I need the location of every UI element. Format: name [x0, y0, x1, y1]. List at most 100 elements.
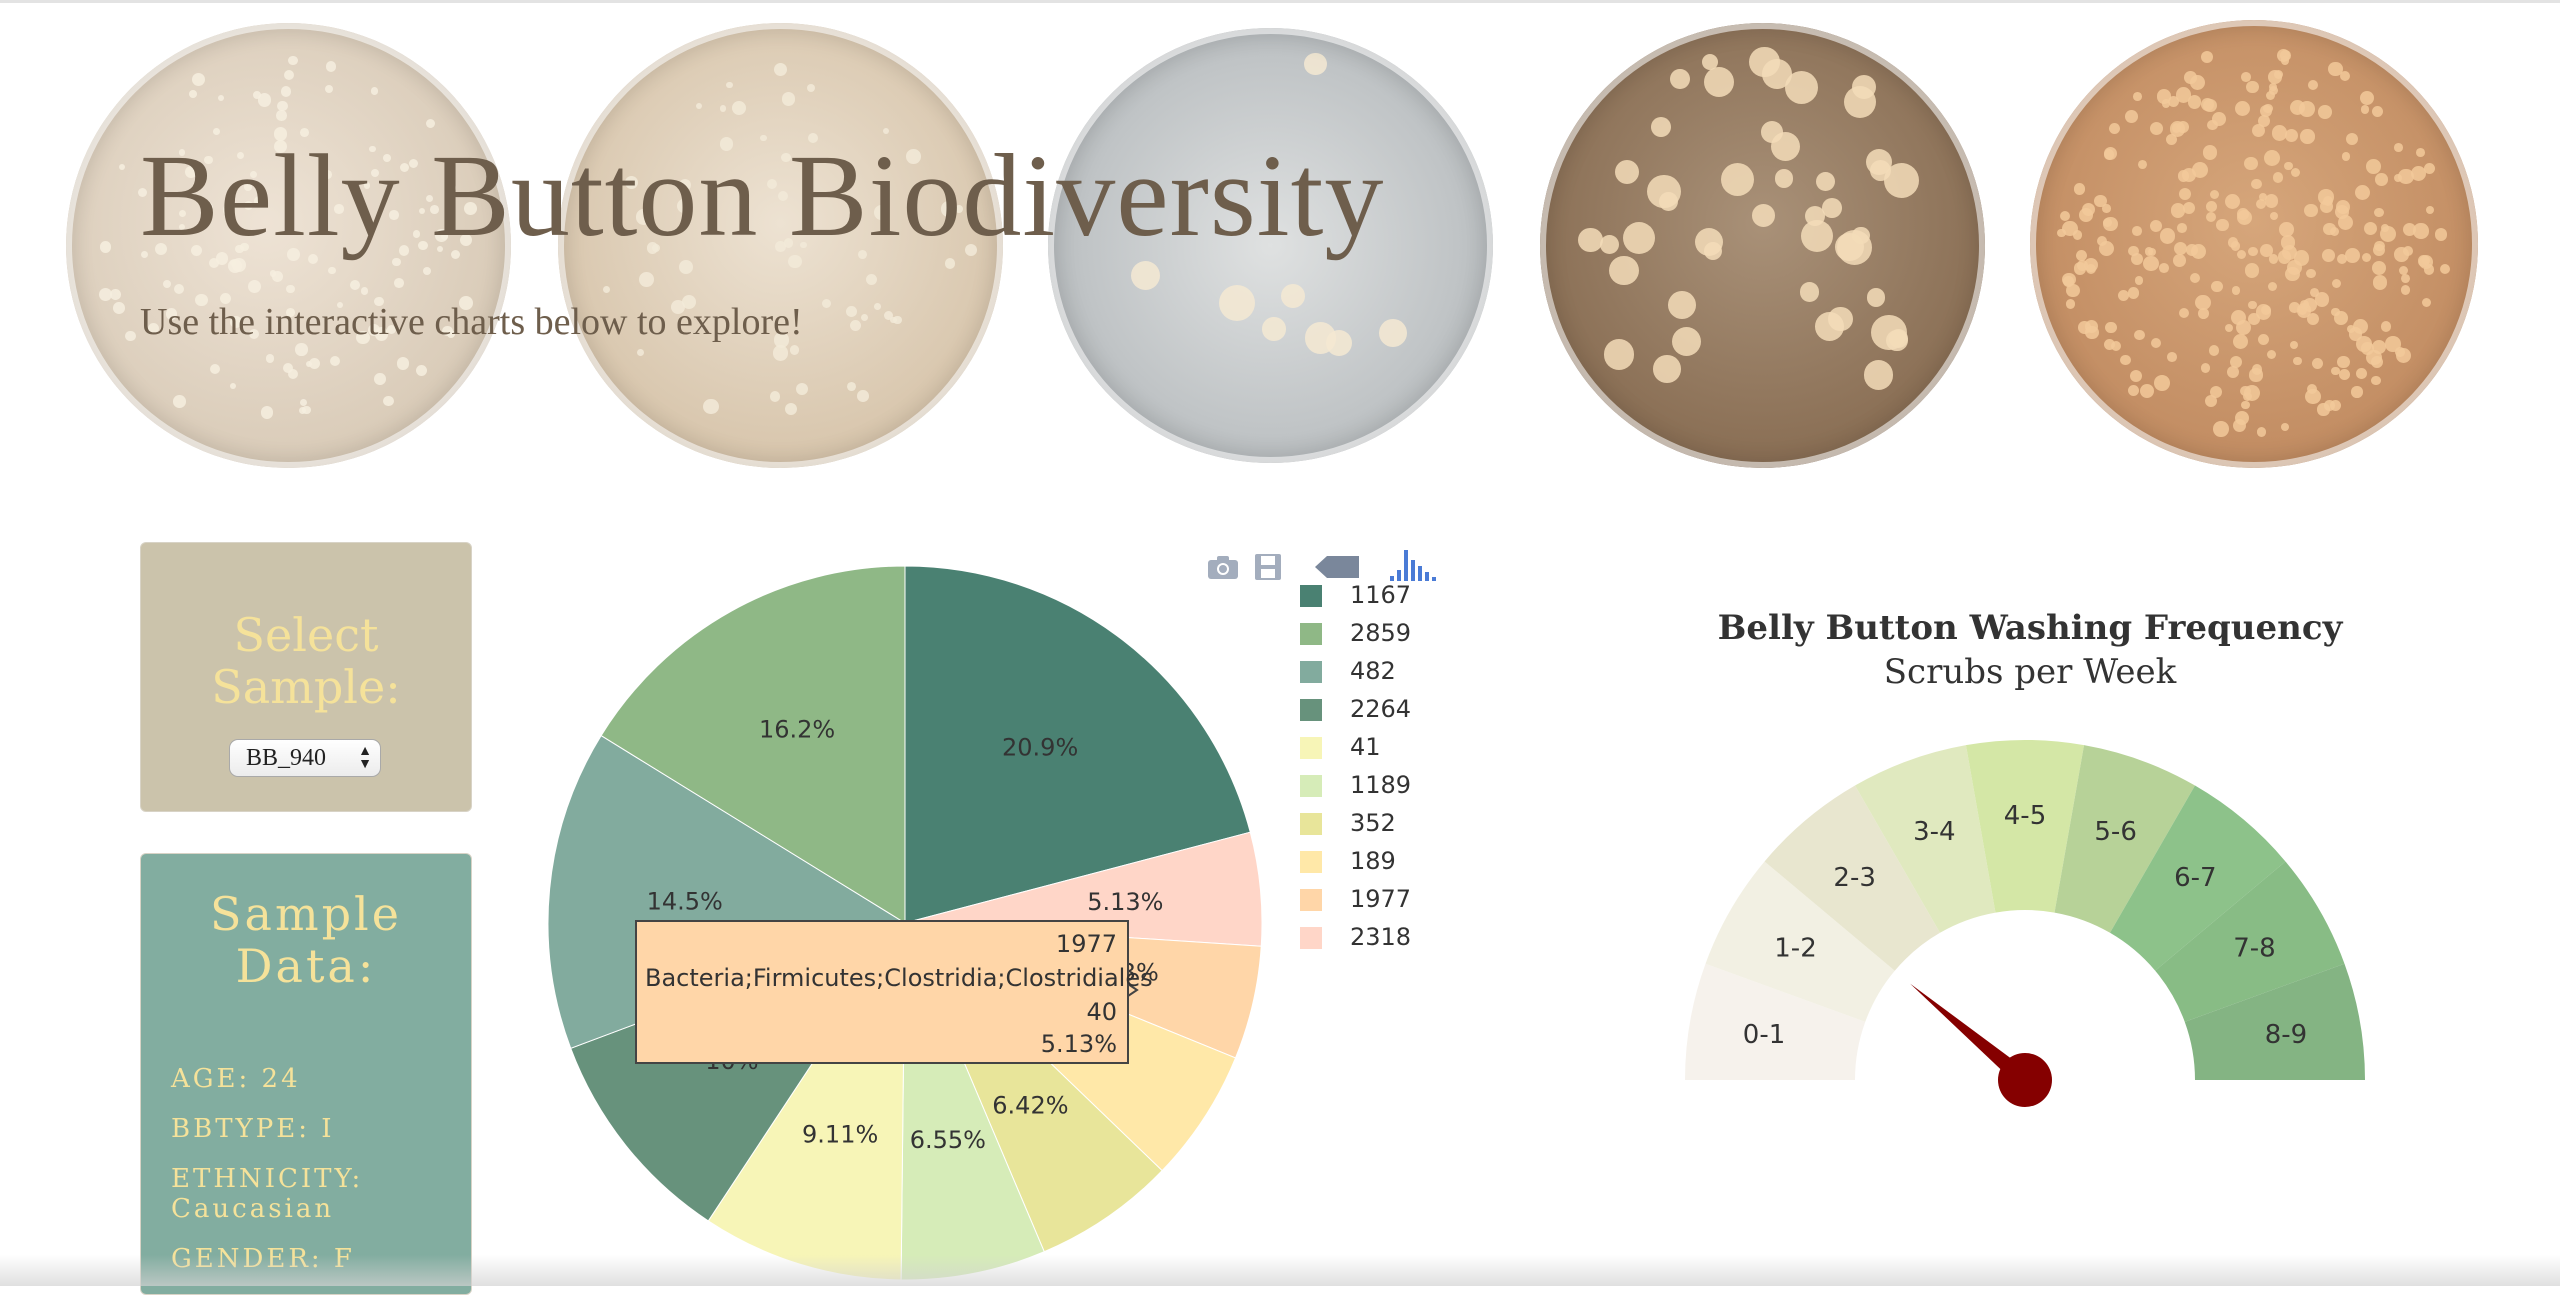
legend-swatch: [1300, 813, 1322, 835]
bacteria-colony: [2340, 71, 2351, 82]
bacteria-colony: [1770, 131, 1800, 161]
bacteria-colony: [846, 306, 857, 317]
bacteria-colony: [2380, 321, 2392, 332]
bacteria-colony: [795, 382, 808, 395]
gauge-band-1-2[interactable]: [1705, 861, 1895, 1022]
pie-slice-1167[interactable]: [904, 565, 1251, 924]
bacteria-colony: [2103, 338, 2115, 350]
bacteria-colony: [2244, 156, 2258, 171]
gauge-band-5-6[interactable]: [2054, 745, 2195, 933]
gauge-band-0-1[interactable]: [1685, 963, 1866, 1080]
bacteria-colony: [2264, 194, 2279, 208]
gauge-needle: [1910, 983, 2031, 1087]
bacteria-colony: [2251, 123, 2265, 137]
bacteria-colony: [141, 250, 149, 258]
gauge-band-label: 6-7: [2174, 863, 2216, 893]
bacteria-colony: [800, 242, 807, 249]
tag-icon[interactable]: [1312, 550, 1362, 584]
bacteria-colony: [370, 168, 379, 177]
bacteria-colony: [2130, 252, 2144, 266]
bacteria-colony: [2205, 394, 2218, 408]
bacteria-colony: [99, 241, 111, 253]
bacteria-colony: [2285, 266, 2300, 282]
bacteria-colony: [773, 345, 789, 361]
bacteria-colony: [382, 395, 394, 407]
bacteria-colony: [1871, 314, 1907, 351]
bacteria-colony: [719, 137, 734, 151]
bacteria-colony: [2415, 147, 2425, 157]
bar-chart-icon[interactable]: [1388, 548, 1440, 582]
camera-icon[interactable]: [1206, 550, 1240, 584]
gauge-band-4-5[interactable]: [1965, 740, 2085, 913]
gauge-band-2-3[interactable]: [1764, 785, 1940, 971]
bacteria-colony: [215, 252, 228, 265]
bacteria-colony: [821, 298, 831, 309]
page-title: Belly Button Biodiversity: [140, 130, 1385, 261]
bacteria-colony: [298, 407, 306, 415]
bacteria-colony: [2347, 324, 2356, 333]
bacteria-colony: [2285, 128, 2299, 142]
bacteria-colony: [1799, 281, 1820, 302]
legend-label: 2318: [1350, 923, 1412, 951]
bacteria-colony: [386, 325, 397, 335]
bacteria-colony: [2198, 308, 2209, 319]
bacteria-colony: [2139, 384, 2154, 399]
bacteria-colony: [2147, 247, 2156, 257]
bacteria-colony: [1784, 70, 1819, 105]
gauge-band-3-4[interactable]: [1855, 745, 1996, 933]
bacteria-colony: [2132, 92, 2142, 101]
bacteria-colony: [760, 134, 767, 142]
bacteria-colony: [2398, 265, 2408, 275]
gauge-band-6-7[interactable]: [2110, 785, 2286, 971]
pie-slice-2859[interactable]: [600, 565, 906, 924]
metadata-age: AGE: 24: [171, 1064, 301, 1094]
bacteria-colony: [2439, 263, 2451, 275]
bacteria-colony: [2394, 143, 2403, 152]
bacteria-colony: [350, 280, 361, 291]
gauge-band-7-8[interactable]: [2155, 861, 2345, 1022]
bacteria-colony: [1749, 47, 1780, 78]
bacteria-colony: [230, 316, 243, 329]
bacteria-colony: [364, 182, 371, 189]
bacteria-colony: [2318, 189, 2334, 205]
bacteria-colony: [2120, 354, 2131, 365]
bacteria-colony: [2175, 87, 2192, 103]
bacteria-colony: [2317, 105, 2332, 119]
bacteria-colony: [770, 391, 781, 402]
bacteria-colony: [1703, 66, 1735, 98]
bacteria-colony: [295, 343, 308, 356]
legend-swatch: [1300, 775, 1322, 797]
bacteria-colony: [2374, 207, 2384, 218]
bacteria-colony: [2227, 237, 2239, 249]
petri-dish-image: [558, 23, 1003, 468]
save-icon[interactable]: [1251, 550, 1285, 584]
bacteria-colony: [2281, 244, 2298, 261]
bacteria-colony: [1870, 159, 1892, 181]
bacteria-colony: [2243, 391, 2253, 402]
bacteria-colony: [2403, 223, 2417, 237]
bacteria-colony: [2277, 48, 2291, 62]
bacteria-colony: [2423, 264, 2435, 275]
sample-select[interactable]: BB_940 ▲ ▼: [229, 739, 381, 777]
tooltip-line-percent: 5.13%: [1040, 1030, 1117, 1058]
legend-label: 2859: [1350, 619, 1412, 647]
bacteria-colony: [2249, 368, 2263, 382]
gauge-band-label: 3-4: [1913, 817, 1955, 847]
bacteria-colony: [2372, 243, 2386, 257]
bacteria-colony: [383, 153, 392, 162]
bacteria-colony: [695, 102, 702, 110]
bacteria-colony: [2421, 256, 2430, 265]
bacteria-colony: [678, 178, 692, 191]
bacteria-colony: [2118, 289, 2130, 301]
bacteria-colony: [99, 287, 113, 301]
bacteria-colony: [1851, 74, 1876, 99]
sample-data-heading-line2: Data:: [235, 939, 377, 993]
bacteria-colony: [2128, 385, 2140, 397]
bacteria-colony: [446, 183, 456, 193]
pie-slice-label: 20.9%: [1002, 734, 1078, 762]
bacteria-colony: [636, 349, 644, 356]
bacteria-colony: [125, 330, 136, 342]
gauge-band-8-9[interactable]: [2184, 963, 2365, 1080]
bacteria-colony: [2209, 190, 2219, 200]
bacteria-colony: [243, 201, 253, 211]
